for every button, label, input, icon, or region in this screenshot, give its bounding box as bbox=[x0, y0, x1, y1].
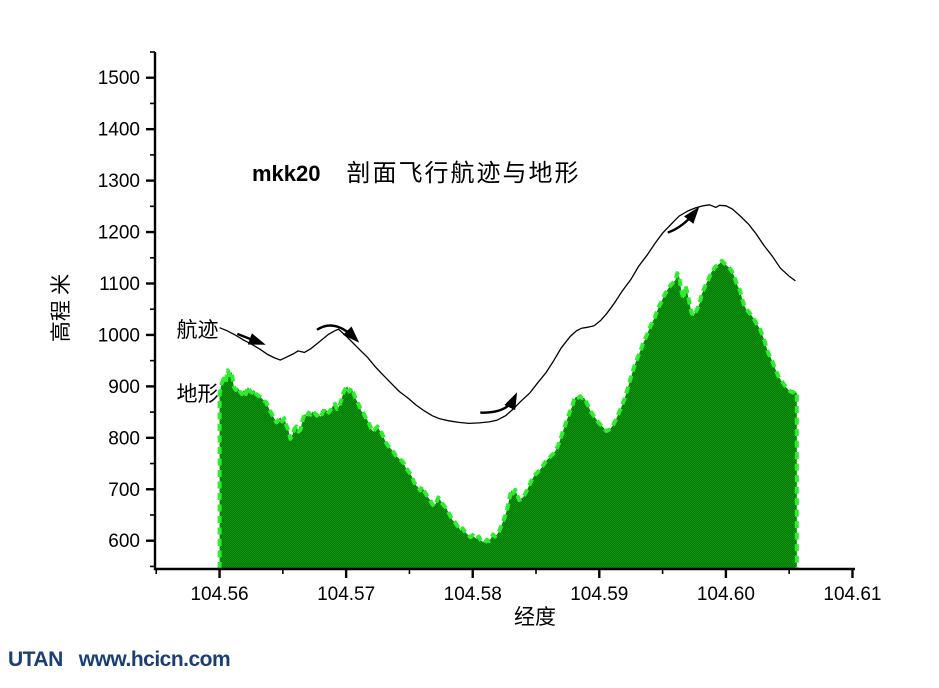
direction-arrow bbox=[667, 206, 700, 234]
x-tick-label: 104.59 bbox=[570, 584, 628, 605]
flight-direction-arrows bbox=[236, 206, 700, 414]
y-tick-label: 800 bbox=[108, 428, 140, 449]
y-tick-label: 1400 bbox=[98, 120, 140, 141]
y-tick-label: 1100 bbox=[99, 274, 140, 295]
direction-arrow bbox=[480, 392, 518, 414]
watermark-url: www.hcicn.com bbox=[78, 648, 231, 671]
y-tick-label: 1000 bbox=[98, 325, 140, 346]
terrain-fill bbox=[219, 260, 797, 569]
y-axis-title: 高程 米 bbox=[49, 274, 73, 342]
terrain-outline bbox=[217, 258, 799, 569]
x-tick-label: 104.58 bbox=[444, 584, 502, 605]
y-tick-label: 1200 bbox=[98, 223, 140, 244]
chart-title: mkk20 剖面飞行航迹与地形 bbox=[252, 160, 581, 187]
y-tick-label: 1300 bbox=[98, 171, 140, 192]
axis-lines bbox=[153, 52, 855, 571]
y-tick-label: 600 bbox=[108, 531, 140, 552]
y-tick-labels: 600 700 800 900 1000 1100 1200 1300 1400 1500 bbox=[98, 68, 140, 552]
y-tick-label: 900 bbox=[108, 377, 140, 398]
watermark: UTAN www.hcicn.com bbox=[8, 648, 231, 672]
watermark-brand: UTAN bbox=[8, 648, 63, 671]
x-tick-label: 104.61 bbox=[823, 584, 881, 605]
track-series-label: 航迹 bbox=[177, 318, 219, 342]
y-tick-label: 1500 bbox=[98, 68, 140, 89]
direction-arrow bbox=[316, 324, 360, 343]
x-tick-labels: 104.56 104.57 104.58 104.59 104.60 104.61 bbox=[190, 584, 881, 605]
flight-track-line bbox=[219, 204, 796, 425]
terrain-series-label: 地形 bbox=[177, 382, 219, 406]
terrain-area bbox=[217, 258, 799, 569]
x-tick-label: 104.57 bbox=[317, 584, 375, 605]
x-axis-title: 经度 bbox=[514, 605, 556, 629]
axes bbox=[146, 51, 855, 578]
y-tick-label: 700 bbox=[108, 480, 140, 501]
x-tick-label: 104.56 bbox=[190, 584, 248, 605]
direction-arrow bbox=[236, 332, 266, 345]
x-tick-label: 104.60 bbox=[697, 584, 755, 605]
